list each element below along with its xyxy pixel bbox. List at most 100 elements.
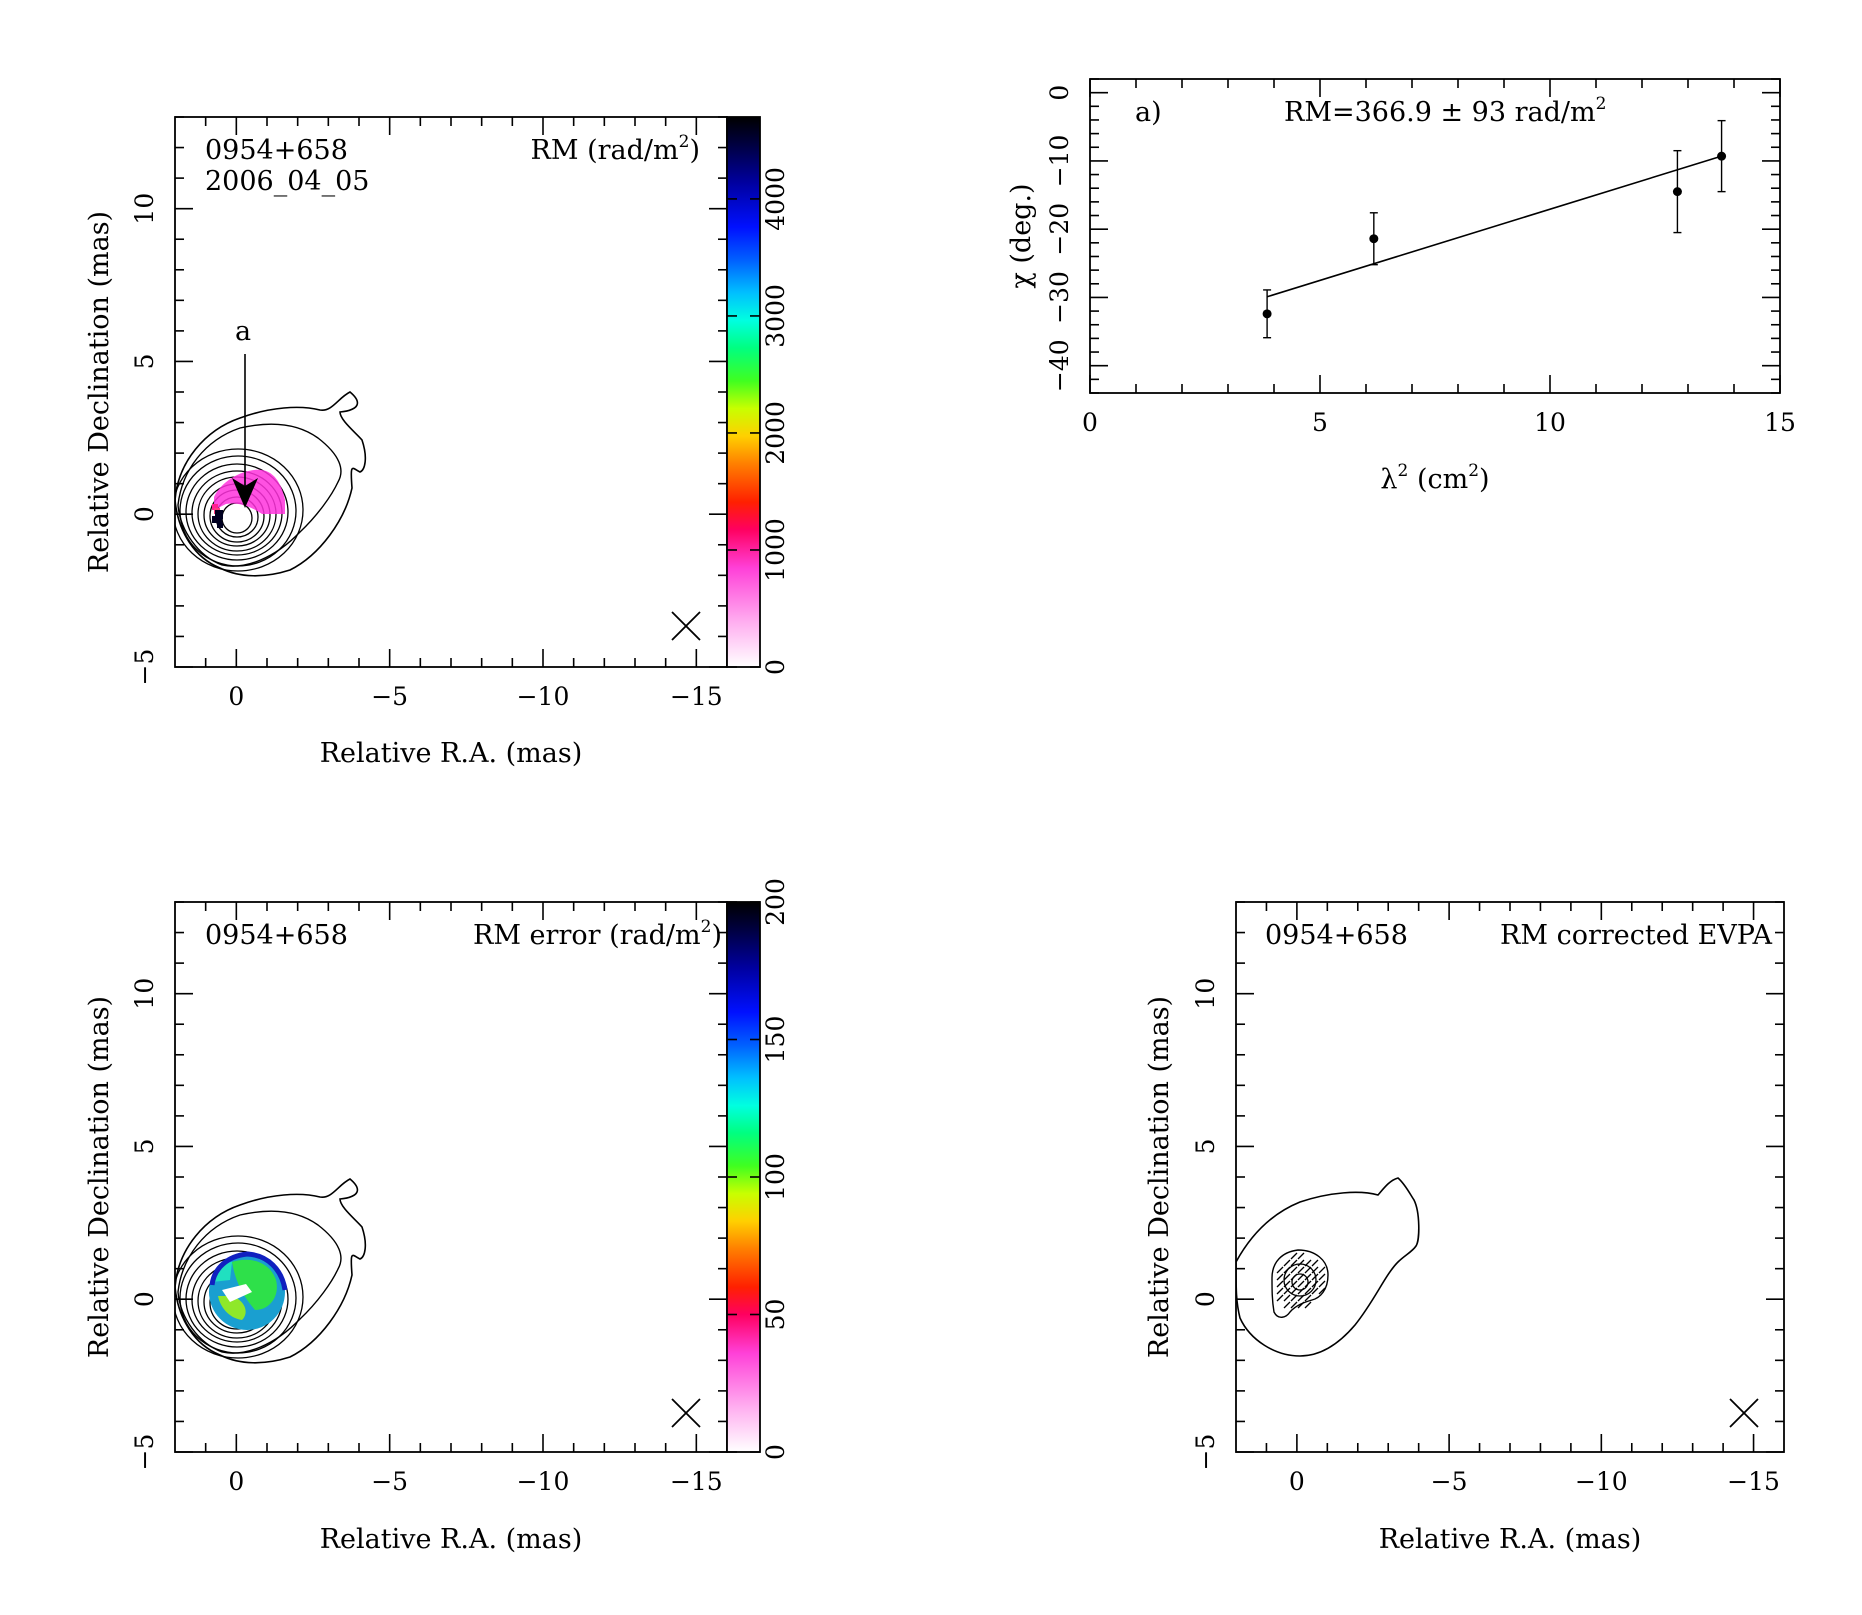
rm-fit-y-tick-labels: −40 −30 −20 −10 0 [1045, 85, 1074, 392]
x-tick-label: −10 [517, 682, 570, 711]
x-tick-label: −10 [517, 1467, 570, 1496]
evpa-vector [1283, 1266, 1291, 1274]
x-tick-label: 0 [1289, 1467, 1305, 1496]
evpa-map-panel: 0954+658 RM corrected EVPA 0 −5 −10 −15 −50… [1144, 901, 1785, 1555]
evpa-ylabel: Relative Declination (mas) [1144, 996, 1175, 1358]
rm-map-ylabel: Relative Declination (mas) [84, 211, 115, 573]
rm-map-label: RM (rad/m2) [531, 132, 700, 166]
y-tick-label: 5 [130, 1138, 159, 1154]
colorbar-tick-label: 0 [761, 659, 790, 675]
y-tick-label: 10 [1191, 978, 1220, 1010]
annotation-label: a [235, 316, 251, 347]
inner-contour [179, 455, 297, 567]
rm-fit-ticks [1089, 78, 1781, 394]
colorbar-tick-label: 2000 [761, 401, 790, 465]
inner-contour [175, 1235, 304, 1359]
rm-error-x-tick-labels: 0 −5 −10 −15 [228, 1467, 722, 1496]
rm-fit-panel: 0 5 10 15 −40 −30 −20 −10 0 a) RM=366.9 ± 93 ra… [1006, 78, 1796, 495]
y-tick-label: 10 [130, 978, 159, 1010]
evpa-vector [1297, 1266, 1305, 1274]
evpa-vector [1304, 1273, 1312, 1281]
evpa-vector [1290, 1280, 1298, 1288]
annotation-arrowhead [232, 478, 258, 508]
rm-error-source-name: 0954+658 [205, 920, 348, 951]
evpa-vector [1297, 1280, 1305, 1288]
inner-contour [1271, 1249, 1329, 1318]
y-tick-label: −5 [1191, 1434, 1220, 1471]
evpa-vector [1311, 1259, 1319, 1267]
evpa-vector [1276, 1273, 1284, 1281]
x-tick-label: 15 [1764, 408, 1796, 437]
rm-fit-ylabel: χ (deg.) [1006, 183, 1037, 288]
evpa-vector [1283, 1287, 1291, 1295]
rm-map-ticks [175, 116, 727, 668]
rm-error-pixel-region [232, 1259, 277, 1310]
x-tick-label: −10 [1575, 1467, 1628, 1496]
rm-map-frame [174, 116, 728, 668]
x-tick-label: 0 [228, 1467, 244, 1496]
rm-error-pixel-edge [209, 1251, 288, 1291]
evpa-vector [1311, 1287, 1319, 1295]
evpa-source-name: 0954+658 [1265, 920, 1408, 951]
rm-error-xlabel: Relative R.A. (mas) [320, 1524, 583, 1555]
evpa-vector [1283, 1294, 1291, 1302]
evpa-vector [1318, 1273, 1326, 1281]
evpa-vector [1276, 1280, 1284, 1288]
inner-contour [1291, 1273, 1309, 1291]
evpa-vector [1283, 1273, 1291, 1281]
rm-colorbar-tick-labels: 0 1000 2000 3000 4000 [761, 167, 790, 675]
x-tick-label: −15 [670, 1467, 723, 1496]
evpa-vector [1304, 1266, 1312, 1274]
evpa-y-tick-labels: −5 0 5 10 [1191, 978, 1220, 1471]
outer-contour [1236, 1177, 1420, 1357]
y-tick-label: −5 [130, 649, 159, 686]
evpa-vector [1318, 1280, 1326, 1288]
y-tick-label: 0 [130, 1291, 159, 1307]
evpa-beam [1729, 1398, 1759, 1428]
evpa-vector [1290, 1266, 1298, 1274]
evpa-vector [1297, 1259, 1305, 1267]
rm-fit-panel-label: a) [1135, 97, 1162, 128]
colorbar-tick-label: 100 [761, 1153, 790, 1201]
beam-line [671, 1398, 701, 1428]
rm-error-beam [671, 1398, 701, 1428]
y-tick-label: 0 [1191, 1291, 1220, 1307]
evpa-ticks [1236, 901, 1784, 1453]
rm-colorbar-ticks [727, 198, 760, 668]
rm-fit-frame [1089, 78, 1781, 394]
beam-line [671, 611, 701, 641]
rm-colorbar [726, 116, 761, 668]
rm-error-ticks [175, 901, 727, 1453]
data-point [1672, 187, 1682, 197]
evpa-vector [1276, 1294, 1284, 1302]
evpa-vectors [1276, 1252, 1326, 1309]
colorbar-tick-label: 4000 [761, 167, 790, 231]
evpa-vector [1290, 1294, 1298, 1302]
evpa-vector [1304, 1287, 1312, 1295]
second-contour [177, 423, 342, 567]
inner-contour [185, 463, 289, 561]
rm-map-epoch: 2006_04_05 [205, 166, 369, 197]
evpa-label: RM corrected EVPA [1500, 920, 1772, 951]
rm-fit-x-tick-labels: 0 5 10 15 [1082, 408, 1796, 437]
colorbar-tick-label: 50 [761, 1299, 790, 1331]
rm-fit-points [1262, 119, 1727, 339]
evpa-frame [1235, 901, 1785, 1453]
evpa-vector [1297, 1252, 1305, 1260]
rm-pixel-high [215, 510, 223, 519]
x-tick-label: 5 [1312, 408, 1328, 437]
evpa-vector [1297, 1287, 1305, 1295]
rm-map-x-tick-labels: 0 −5 −10 −15 [228, 682, 722, 711]
colorbar-tick-label: 3000 [761, 284, 790, 348]
inner-contour [221, 502, 253, 534]
rm-error-pixel-region [212, 1262, 232, 1282]
rm-pixel [212, 504, 218, 510]
evpa-vector [1276, 1266, 1284, 1274]
evpa-vector [1311, 1273, 1319, 1281]
evpa-vector [1304, 1280, 1312, 1288]
evpa-vector [1297, 1273, 1305, 1281]
x-tick-label: −5 [1431, 1467, 1468, 1496]
rm-map-y-tick-labels: −5 0 5 10 [130, 193, 159, 686]
annotation-a: a [232, 316, 258, 508]
data-point [1717, 151, 1727, 161]
